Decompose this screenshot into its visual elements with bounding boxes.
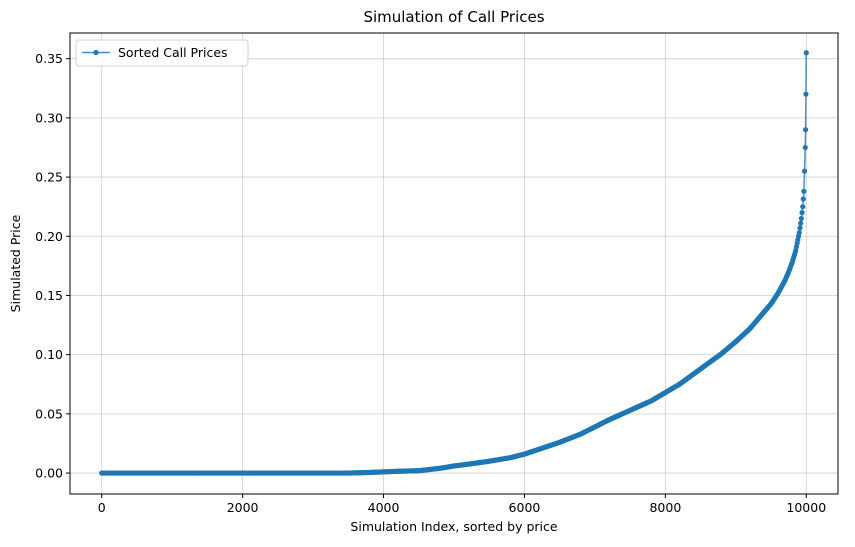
data-point: [801, 168, 808, 174]
data-point: [799, 209, 805, 216]
y-axis-label: Simulated Price: [8, 214, 23, 312]
chart-title: Simulation of Call Prices: [363, 8, 544, 26]
series-layer: [99, 50, 809, 476]
x-tick-label: 2000: [227, 500, 259, 515]
y-axis: 0.00 0.05 0.10 0.15 0.20 0.25 0.30 0.35: [35, 51, 70, 481]
legend-entry-sorted-call-prices: Sorted Call Prices: [118, 45, 228, 60]
y-tick-label: 0.05: [35, 406, 63, 421]
data-point: [803, 91, 809, 97]
legend-frame: [75, 39, 249, 67]
x-tick-label: 10000: [786, 500, 826, 515]
y-tick-label: 0.10: [35, 347, 63, 362]
x-tick-label: 6000: [509, 500, 541, 515]
legend-marker-swatch: [93, 49, 99, 56]
data-point: [802, 127, 809, 133]
data-point: [798, 215, 804, 222]
data-point: [797, 225, 803, 231]
data-point: [798, 220, 804, 226]
data-point: [802, 144, 808, 151]
data-point: [800, 196, 806, 202]
y-tick-label: 0.30: [35, 110, 63, 125]
x-axis: 0 2000 4000 6000 8000 10000: [98, 494, 826, 515]
x-tick-label: 0: [98, 500, 106, 515]
data-point: [796, 230, 802, 236]
y-tick-label: 0.25: [35, 170, 63, 185]
x-tick-label: 8000: [649, 500, 681, 515]
data-point: [800, 204, 806, 210]
y-tick-label: 0.35: [35, 51, 63, 66]
plot-frame: [69, 32, 839, 495]
y-tick-label: 0.15: [35, 288, 63, 303]
data-point: [803, 50, 809, 56]
x-axis-label: Simulation Index, sorted by price: [350, 519, 557, 534]
y-tick-label: 0.00: [35, 466, 63, 481]
series-markers: [99, 50, 809, 476]
legend: Sorted Call Prices: [75, 39, 249, 67]
y-tick-label: 0.20: [35, 229, 63, 244]
data-point: [801, 188, 807, 194]
x-tick-label: 4000: [368, 500, 400, 515]
